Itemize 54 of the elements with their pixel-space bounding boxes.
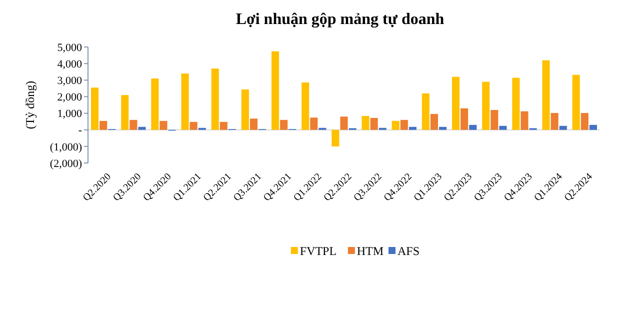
bar bbox=[190, 122, 198, 130]
bar bbox=[160, 120, 168, 130]
y-tick-label: (1,000) bbox=[50, 141, 82, 154]
bar bbox=[302, 82, 310, 130]
bar bbox=[559, 126, 567, 130]
bar bbox=[280, 120, 288, 130]
bar bbox=[250, 118, 258, 130]
bar bbox=[211, 68, 219, 130]
bar bbox=[589, 124, 597, 130]
y-tick-label: - bbox=[78, 124, 82, 137]
bar bbox=[121, 95, 129, 130]
y-axis-title: (Tỷ đồng) bbox=[23, 80, 37, 130]
y-tick-label: 1,000 bbox=[57, 108, 82, 120]
bar bbox=[181, 74, 189, 130]
bar bbox=[272, 51, 280, 130]
bar bbox=[241, 89, 249, 130]
chart-title: Lợi nhuận gộp mảng tự doanh bbox=[236, 11, 444, 28]
bar bbox=[512, 78, 520, 130]
bar bbox=[138, 126, 146, 130]
bar bbox=[482, 82, 490, 130]
bar bbox=[422, 93, 430, 130]
bar bbox=[580, 112, 588, 130]
bar bbox=[460, 108, 468, 130]
y-tick-label: 4,000 bbox=[57, 58, 82, 70]
bar bbox=[362, 116, 370, 130]
legend-label: AFS bbox=[398, 244, 420, 258]
bar bbox=[550, 112, 558, 130]
legend-label: HTM bbox=[356, 244, 384, 258]
y-tick-label: 3,000 bbox=[57, 74, 82, 87]
bar bbox=[572, 74, 580, 130]
bar bbox=[130, 120, 138, 130]
bar bbox=[400, 120, 408, 130]
bar bbox=[220, 122, 228, 130]
bar bbox=[151, 78, 159, 130]
legend-label: FVTPL bbox=[300, 244, 337, 258]
bar bbox=[408, 126, 416, 130]
bar bbox=[332, 130, 340, 146]
bar bbox=[499, 126, 507, 130]
bar bbox=[542, 60, 550, 130]
bar bbox=[439, 126, 447, 130]
bar bbox=[100, 120, 108, 130]
bar bbox=[430, 114, 438, 130]
bar bbox=[469, 124, 477, 130]
bar bbox=[392, 120, 400, 130]
bar bbox=[490, 110, 498, 130]
y-tick-label: 5,000 bbox=[57, 42, 82, 54]
bar bbox=[520, 111, 528, 130]
y-tick-label: 2,000 bbox=[57, 92, 82, 104]
bar bbox=[370, 118, 378, 130]
bar bbox=[340, 116, 348, 130]
bar bbox=[91, 88, 99, 130]
y-tick-label: (2,000) bbox=[50, 158, 82, 170]
bar bbox=[452, 76, 460, 130]
bar bbox=[310, 118, 318, 130]
